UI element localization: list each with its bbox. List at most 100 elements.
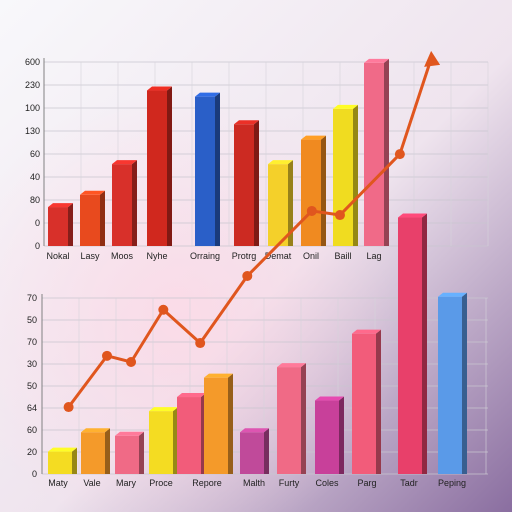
bar <box>438 296 462 474</box>
bar-top <box>333 104 358 109</box>
bar <box>80 194 100 246</box>
x-category-label: Maty <box>48 478 68 488</box>
bar-top <box>115 431 144 436</box>
y-tick-label: 230 <box>25 80 40 90</box>
x-category-label: Onil <box>303 251 319 261</box>
y-tick-label: 80 <box>30 195 40 205</box>
bar-top <box>234 120 259 125</box>
bar <box>315 400 339 474</box>
x-category-label: Orraing <box>190 251 220 261</box>
trend-point <box>242 270 253 281</box>
bar <box>147 90 167 247</box>
x-category-label: Nokal <box>46 251 69 261</box>
bar-side <box>228 373 233 474</box>
x-category-label: Demat <box>265 251 292 261</box>
y-tick-label: 50 <box>27 315 37 325</box>
x-category-label: Parg <box>357 478 376 488</box>
bar-top <box>48 203 73 208</box>
bar <box>234 124 254 246</box>
bar <box>268 164 288 246</box>
bar-top <box>177 393 206 398</box>
trend-arrowhead <box>424 50 441 67</box>
y-tick-label: 70 <box>27 293 37 303</box>
bar-top <box>398 213 427 218</box>
bar-side <box>72 447 77 474</box>
bar-side <box>376 329 381 474</box>
bar-side <box>288 160 293 246</box>
y-tick-label: 100 <box>25 103 40 113</box>
y-tick-label: 60 <box>27 425 37 435</box>
bar-top <box>240 428 269 433</box>
y-tick-label: 0 <box>35 241 40 251</box>
bar-top <box>149 407 178 412</box>
bar-side <box>353 104 358 246</box>
y-tick-label: 0 <box>32 469 37 479</box>
bar-top <box>301 135 326 140</box>
trend-polyline <box>67 57 433 409</box>
bar-side <box>339 396 344 474</box>
y-tick-label: 600 <box>25 57 40 67</box>
bar <box>204 377 228 474</box>
bar <box>398 217 422 474</box>
bar <box>195 96 215 247</box>
trend-point <box>195 338 206 349</box>
trend-point <box>63 402 74 413</box>
trend-point <box>126 356 137 367</box>
trend-point <box>306 205 317 216</box>
bar-side <box>68 203 73 246</box>
bar-side <box>100 190 105 246</box>
bar <box>81 432 105 474</box>
x-category-label: Proce <box>149 478 173 488</box>
x-category-label: Tadr <box>400 478 418 488</box>
bar <box>364 62 384 246</box>
bar-side <box>215 92 220 247</box>
x-category-label: Lag <box>366 251 381 261</box>
x-category-label: Vale <box>83 478 100 488</box>
y-tick-label: 20 <box>27 447 37 457</box>
bar <box>301 139 321 246</box>
bar-top <box>81 428 110 433</box>
bar-side <box>132 160 137 246</box>
bar-top <box>438 292 467 297</box>
bar <box>112 164 132 246</box>
bar-side <box>422 213 427 474</box>
bar-top <box>277 363 306 368</box>
bar-side <box>384 58 389 246</box>
bar-side <box>462 292 467 474</box>
bar <box>333 108 353 246</box>
x-category-label: Lasy <box>80 251 100 261</box>
bar <box>352 333 376 474</box>
top-bar-chart: 600 230 100 130 60 40 80 0 0 Nokal Lasy Moos Nyhe Orr… <box>25 57 489 261</box>
y-tick-label: 0 <box>35 218 40 228</box>
trend-point <box>158 304 169 315</box>
bar <box>240 432 264 474</box>
bar <box>115 435 139 474</box>
x-category-label: Repore <box>192 478 222 488</box>
bar <box>48 451 72 474</box>
x-category-label: Protrg <box>232 251 257 261</box>
x-category-label: Baill <box>334 251 351 261</box>
bar <box>48 207 68 246</box>
bar-top <box>204 373 233 378</box>
bar-side <box>254 120 259 246</box>
x-category-label: Nyhe <box>146 251 167 261</box>
x-category-label: Mary <box>116 478 136 488</box>
bar-top <box>48 447 77 452</box>
x-category-label: Peping <box>438 478 466 488</box>
bar-side <box>321 135 326 246</box>
bar-top <box>268 160 293 165</box>
trend-point <box>394 149 405 160</box>
bar-side <box>105 428 110 474</box>
bar-side <box>173 407 178 474</box>
y-tick-label: 50 <box>27 381 37 391</box>
bar-side <box>139 431 144 474</box>
y-tick-label: 60 <box>30 149 40 159</box>
x-category-label: Moos <box>111 251 134 261</box>
x-category-label: Coles <box>315 478 339 488</box>
y-tick-label: 64 <box>27 403 37 413</box>
bar-side <box>264 428 269 474</box>
y-tick-label: 130 <box>25 126 40 136</box>
bar-top <box>352 329 381 334</box>
trend-line <box>63 50 441 413</box>
